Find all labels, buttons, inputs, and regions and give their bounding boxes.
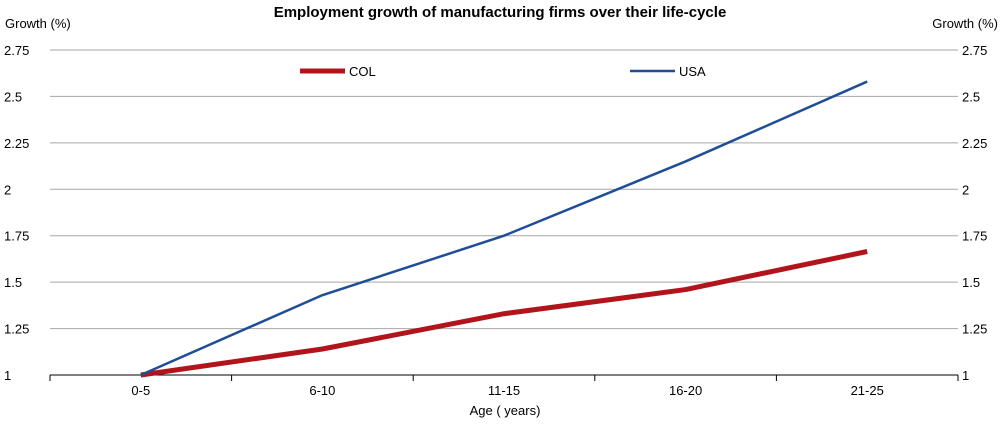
y-tick-label-right: 1.75 [962,229,987,244]
axes: 1 1 1.25 1.25 1.5 1.5 1.75 1.75 2 2 2.25 2.25 2.5 2.5… [4,43,987,398]
gridlines [50,49,958,330]
y-tick-label-left: 1.5 [4,275,22,290]
y-tick-label-right: 1.5 [962,275,980,290]
y-tick-label-right: 1 [962,368,969,383]
legend: COL USA [300,64,706,79]
y-tick-label-right: 2.25 [962,136,987,151]
y-tick-label-left: 2.5 [4,89,22,104]
x-axis-label: Age ( years) [470,403,541,418]
legend-label-col: COL [349,64,376,79]
y-tick-label-right: 2.75 [962,43,987,58]
y-tick-label-left: 2.25 [4,136,29,151]
series-lines [140,80,868,378]
y-tick-label-left: 2.75 [4,43,29,58]
series-line-usa [140,80,868,377]
legend-label-usa: USA [679,64,706,79]
series-line-col [140,249,868,378]
x-tick-label: 21-25 [851,383,884,398]
x-tick-label: 11-15 [488,383,520,398]
x-tick-label: 0-5 [131,383,150,398]
y-tick-label-left: 1.75 [4,229,29,244]
y-tick-label-right: 1.25 [962,322,987,337]
x-tick-label: 16-20 [669,383,702,398]
y-tick-label-left: 1.25 [4,322,29,337]
y-tick-label-left: 2 [4,182,11,197]
x-tick-label: 6-10 [309,383,335,398]
y-axis-label-left: Growth (%) [5,16,71,31]
y-tick-label-left: 1 [4,368,11,383]
y-tick-label-right: 2.5 [962,89,980,104]
y-axis-label-right: Growth (%) [932,16,998,31]
y-tick-label-right: 2 [962,182,969,197]
chart-title: Employment growth of manufacturing firms… [274,4,727,21]
